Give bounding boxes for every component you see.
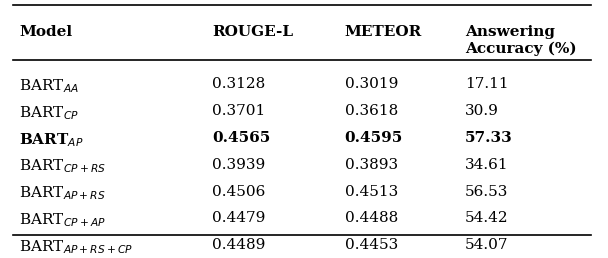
Text: ROUGE-L: ROUGE-L [212,25,293,39]
Text: 56.53: 56.53 [465,184,508,199]
Text: 0.4513: 0.4513 [345,184,398,199]
Text: 0.4506: 0.4506 [212,184,266,199]
Text: 54.42: 54.42 [465,212,508,225]
Text: 0.3893: 0.3893 [345,158,398,172]
Text: METEOR: METEOR [345,25,422,39]
Text: 30.9: 30.9 [465,104,499,118]
Text: 0.3701: 0.3701 [212,104,265,118]
Text: 54.07: 54.07 [465,238,508,252]
Text: BART$_{CP+AP}$: BART$_{CP+AP}$ [19,212,106,229]
Text: BART$_{CP+RS}$: BART$_{CP+RS}$ [19,158,106,175]
Text: 0.4479: 0.4479 [212,212,266,225]
Text: 0.4565: 0.4565 [212,131,271,145]
Text: 17.11: 17.11 [465,77,508,91]
Text: Model: Model [19,25,72,39]
Text: 0.3019: 0.3019 [345,77,398,91]
Text: 0.4488: 0.4488 [345,212,398,225]
Text: 0.3618: 0.3618 [345,104,398,118]
Text: BART$_{AP+RS}$: BART$_{AP+RS}$ [19,184,106,202]
Text: 0.3128: 0.3128 [212,77,265,91]
Text: Answering
Accuracy (%): Answering Accuracy (%) [465,25,576,56]
Text: 57.33: 57.33 [465,131,513,145]
Text: BART$_{AP}$: BART$_{AP}$ [19,131,84,149]
Text: 0.4453: 0.4453 [345,238,398,252]
Text: 0.4595: 0.4595 [345,131,402,145]
Text: 34.61: 34.61 [465,158,508,172]
Text: BART$_{AP+RS+CP}$: BART$_{AP+RS+CP}$ [19,238,134,256]
Text: 0.3939: 0.3939 [212,158,265,172]
Text: BART$_{CP}$: BART$_{CP}$ [19,104,79,122]
Text: BART$_{AA}$: BART$_{AA}$ [19,77,79,95]
Text: 0.4489: 0.4489 [212,238,266,252]
